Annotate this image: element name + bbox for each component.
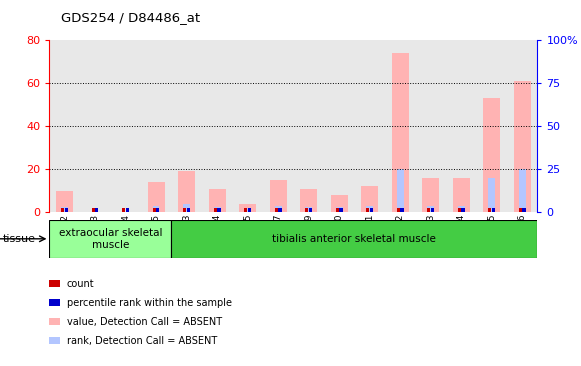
Bar <box>156 208 160 212</box>
Bar <box>366 208 370 212</box>
Bar <box>217 208 221 212</box>
Bar <box>385 40 415 212</box>
Bar <box>519 208 522 212</box>
Bar <box>324 40 354 212</box>
Bar <box>183 208 187 212</box>
Bar <box>431 208 434 212</box>
Bar <box>263 40 293 212</box>
Bar <box>65 208 68 212</box>
Text: count: count <box>67 279 95 289</box>
Bar <box>49 220 171 258</box>
Bar <box>522 208 526 212</box>
Bar <box>187 208 190 212</box>
Bar <box>397 169 404 212</box>
Bar <box>275 208 278 212</box>
Bar <box>305 208 309 212</box>
Bar <box>209 188 225 212</box>
Bar <box>178 171 195 212</box>
Bar <box>270 180 286 212</box>
Bar <box>214 208 217 212</box>
Bar <box>488 208 492 212</box>
Bar <box>293 40 324 212</box>
Bar <box>446 40 476 212</box>
Bar <box>392 53 408 212</box>
Bar <box>148 182 164 212</box>
Bar <box>461 208 465 212</box>
Bar <box>427 208 431 212</box>
Bar <box>49 40 80 212</box>
Bar <box>415 40 446 212</box>
Bar <box>336 207 343 212</box>
Bar <box>214 207 221 212</box>
Text: rank, Detection Call = ABSENT: rank, Detection Call = ABSENT <box>67 336 217 346</box>
Bar <box>171 220 537 258</box>
Bar <box>331 195 347 212</box>
Text: tibialis anterior skeletal muscle: tibialis anterior skeletal muscle <box>272 234 436 244</box>
Bar <box>309 208 312 212</box>
Bar <box>61 208 64 212</box>
Bar <box>336 208 339 212</box>
Bar <box>354 40 385 212</box>
Bar <box>488 178 495 212</box>
Bar <box>514 81 530 212</box>
Bar <box>202 40 232 212</box>
Bar <box>507 40 537 212</box>
Bar <box>400 208 404 212</box>
Bar <box>56 191 73 212</box>
Bar <box>458 208 461 212</box>
Bar <box>141 40 171 212</box>
Bar <box>153 208 156 212</box>
Text: GDS254 / D84486_at: GDS254 / D84486_at <box>61 11 200 24</box>
Bar <box>239 203 256 212</box>
Bar <box>248 208 251 212</box>
Bar <box>244 208 248 212</box>
Bar <box>492 208 495 212</box>
Bar <box>183 203 190 212</box>
Bar <box>80 40 110 212</box>
Bar <box>476 40 507 212</box>
Text: value, Detection Call = ABSENT: value, Detection Call = ABSENT <box>67 317 222 327</box>
Bar <box>61 207 68 212</box>
Bar <box>122 208 125 212</box>
Bar <box>110 40 141 212</box>
Bar <box>453 178 469 212</box>
Bar <box>95 208 99 212</box>
Text: tissue: tissue <box>3 234 36 244</box>
Bar <box>275 206 282 212</box>
Bar <box>305 207 312 212</box>
Bar <box>458 206 465 212</box>
Bar <box>300 188 317 212</box>
Bar <box>361 187 378 212</box>
Bar <box>427 206 434 212</box>
Bar <box>153 206 160 212</box>
Bar <box>126 208 129 212</box>
Bar <box>370 208 373 212</box>
Bar <box>397 208 400 212</box>
Bar <box>339 208 343 212</box>
Bar <box>422 178 439 212</box>
Bar <box>244 208 251 212</box>
Bar <box>483 98 500 212</box>
Bar <box>366 206 373 212</box>
Bar <box>278 208 282 212</box>
Bar <box>232 40 263 212</box>
Text: percentile rank within the sample: percentile rank within the sample <box>67 298 232 308</box>
Text: extraocular skeletal
muscle: extraocular skeletal muscle <box>59 228 162 250</box>
Bar <box>171 40 202 212</box>
Bar <box>92 208 95 212</box>
Bar <box>519 169 526 212</box>
